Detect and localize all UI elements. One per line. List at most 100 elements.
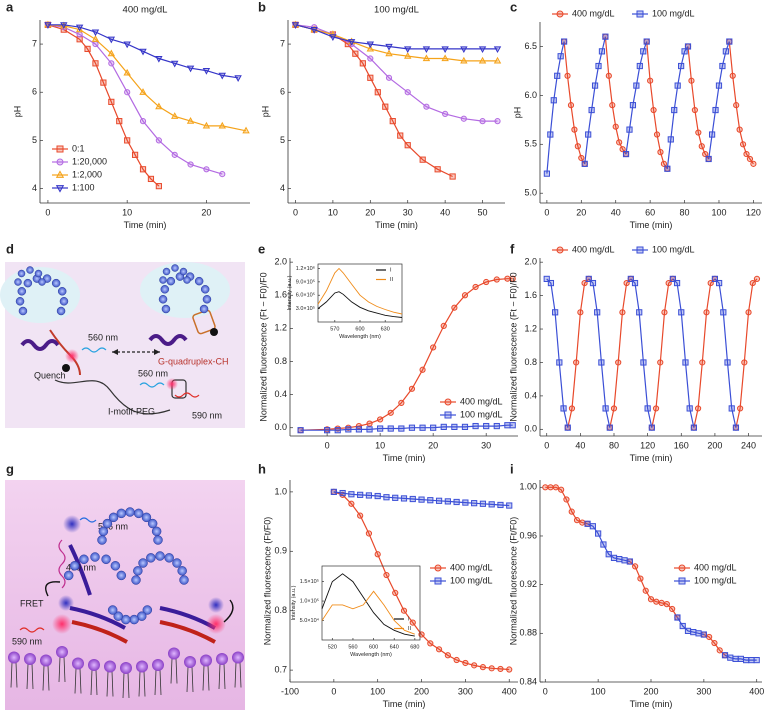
x-axis-label: Time (min) xyxy=(124,220,167,230)
chart-title: 100 mg/dL xyxy=(374,5,419,16)
x-tick-label: 30 xyxy=(403,207,413,217)
series-line xyxy=(47,24,239,79)
series-line xyxy=(317,267,403,315)
marker xyxy=(387,409,394,416)
marker xyxy=(478,46,487,54)
bead xyxy=(164,553,174,563)
marker xyxy=(92,40,99,48)
x-axis-label: Wavelength (nm) xyxy=(350,652,392,658)
y-tick-label: 0.96 xyxy=(519,530,537,540)
marker xyxy=(377,416,384,423)
marker xyxy=(589,523,596,530)
legend-label: 100 mg/dL xyxy=(652,244,695,254)
marker xyxy=(453,656,460,664)
marker xyxy=(703,309,710,316)
lipid-head xyxy=(152,659,164,671)
x-tick-label: 300 xyxy=(458,686,473,696)
x-tick-label: 0 xyxy=(544,440,549,450)
marker xyxy=(494,118,501,125)
marker xyxy=(108,60,115,67)
marker xyxy=(383,494,390,501)
legend-label: 100 mg/dL xyxy=(450,575,493,585)
light-wave xyxy=(58,539,66,589)
marker xyxy=(202,67,211,75)
marker xyxy=(392,589,399,596)
bead xyxy=(202,295,212,304)
marker xyxy=(669,275,676,282)
marker xyxy=(187,161,194,168)
marker xyxy=(472,283,479,291)
marker xyxy=(605,72,612,79)
marker xyxy=(100,79,107,86)
marker xyxy=(688,77,695,84)
lipid-head xyxy=(232,651,244,664)
panel-label: h xyxy=(258,461,266,476)
bead xyxy=(113,611,123,621)
marker xyxy=(383,571,390,579)
marker xyxy=(84,45,91,52)
series-line xyxy=(295,24,498,62)
marker xyxy=(366,420,373,427)
marker xyxy=(123,68,131,76)
marker xyxy=(155,183,162,190)
bead xyxy=(155,551,165,561)
marker xyxy=(733,102,740,109)
marker xyxy=(509,275,516,282)
legend-marker xyxy=(556,246,564,254)
marker xyxy=(116,118,123,125)
x-tick-label: 240 xyxy=(741,440,756,450)
marker xyxy=(398,399,405,406)
y-tick-label: 4 xyxy=(280,183,285,193)
marker xyxy=(647,77,654,84)
legend-label: II xyxy=(390,277,394,283)
marker xyxy=(626,126,633,133)
marker xyxy=(462,499,469,506)
fluorophore xyxy=(63,515,81,533)
marker xyxy=(453,498,460,506)
marker xyxy=(441,54,449,62)
y-tick-label: 5 xyxy=(280,135,285,145)
marker xyxy=(637,575,644,582)
x-tick-label: 20 xyxy=(428,440,438,450)
marker xyxy=(483,278,490,286)
marker xyxy=(330,488,337,495)
peg-chain xyxy=(54,379,171,415)
marker xyxy=(612,123,619,130)
x-tick-label: 0 xyxy=(544,207,549,217)
marker xyxy=(547,131,554,138)
marker xyxy=(552,484,559,491)
marker xyxy=(155,137,162,144)
y-tick-label: 4 xyxy=(32,183,37,193)
marker xyxy=(743,150,750,158)
legend-marker xyxy=(434,577,442,585)
marker xyxy=(739,141,747,148)
diagram-g: 536 nm 460 nm FRET 590 nm xyxy=(5,480,245,710)
x-tick-label: 560 xyxy=(348,644,357,650)
marker xyxy=(552,309,559,316)
label: 590 nm xyxy=(192,410,222,420)
x-tick-label: 40 xyxy=(440,207,450,217)
marker xyxy=(441,46,449,54)
marker xyxy=(440,423,447,430)
x-tick-label: 600 xyxy=(355,326,364,332)
y-tick-label: 5.5 xyxy=(524,139,537,149)
marker xyxy=(385,74,393,81)
marker xyxy=(708,131,716,138)
marker xyxy=(678,62,685,70)
marker xyxy=(644,405,651,412)
y-axis-label: Normalized fluorescence (Ft − F0)/F0 xyxy=(508,272,518,421)
g-quadruplex xyxy=(192,309,216,335)
lipid-tail xyxy=(90,669,93,696)
marker xyxy=(737,655,744,662)
y-tick-label: 2.0 xyxy=(274,257,287,267)
series-line xyxy=(563,36,754,170)
marker xyxy=(355,426,363,433)
marker xyxy=(657,149,664,156)
bead xyxy=(38,278,46,286)
lipid-tail xyxy=(47,665,50,691)
marker xyxy=(357,491,364,498)
y-axis-label: Normalized fluorescence (Ft/F0) xyxy=(508,517,518,646)
marker xyxy=(616,555,623,563)
marker xyxy=(389,118,396,125)
marker xyxy=(442,110,449,118)
